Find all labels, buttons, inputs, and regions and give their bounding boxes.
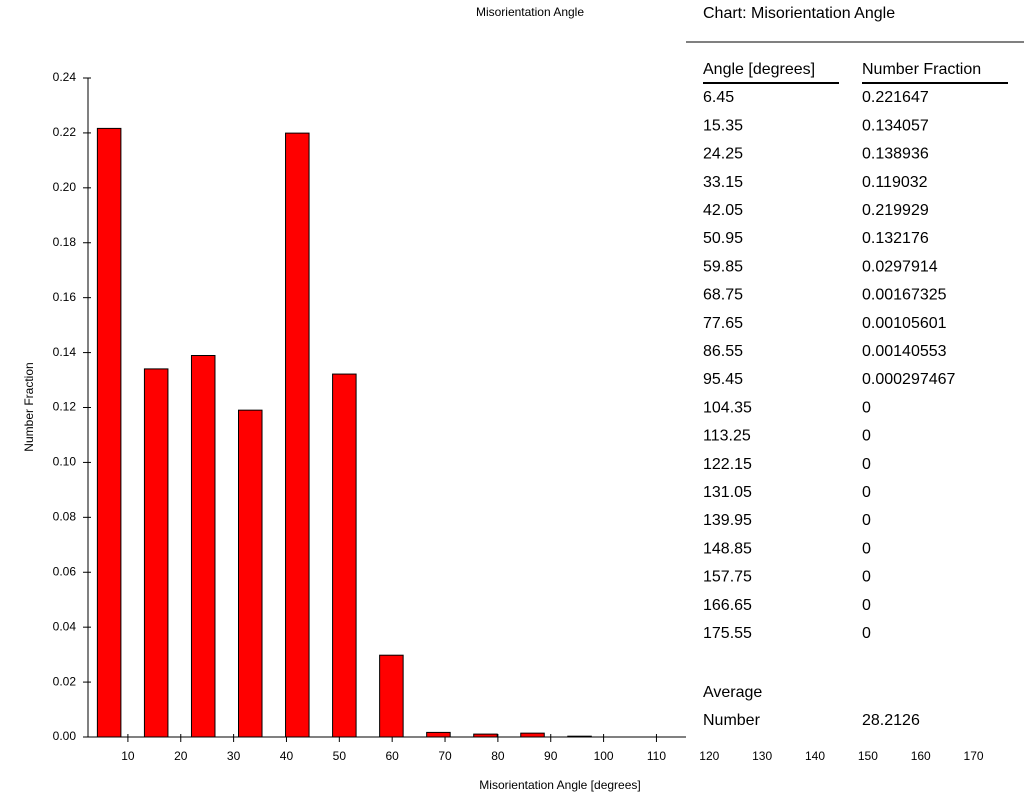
table-fraction: 0.219929: [862, 202, 929, 219]
x-tick-label: 120: [699, 749, 719, 763]
table-rows: 6.45 0.221647 15.35 0.134057 24.25 0.138936 33…: [703, 89, 956, 642]
table-angle: 77.65: [703, 315, 743, 332]
y-tick-label: 0.22: [53, 125, 77, 139]
y-tick-label: 0.06: [53, 564, 77, 578]
bar: [567, 735, 592, 738]
table-angle: 104.35: [703, 399, 752, 416]
table-fraction: 0.138936: [862, 146, 929, 163]
panel-title: Chart: Misorientation Angle: [703, 5, 895, 22]
table-fraction: 0.0297914: [862, 258, 938, 275]
column-header: Angle [degrees]: [703, 61, 815, 78]
x-tick-label: 110: [647, 749, 666, 763]
y-tick-label: 0.12: [53, 400, 77, 414]
table-angle: 131.05: [703, 484, 752, 501]
table-angle: 42.05: [703, 202, 743, 219]
table-angle: 6.45: [703, 89, 734, 106]
x-tick-label: 50: [333, 749, 347, 763]
table-fraction: 0.132176: [862, 230, 929, 247]
y-tick-label: 0.02: [53, 674, 77, 688]
table-fraction: 0.00167325: [862, 287, 947, 304]
table-fraction: 0: [862, 597, 871, 614]
column-header: Number Fraction: [862, 61, 981, 78]
table-fraction: 0: [862, 512, 871, 529]
x-tick-label: 140: [805, 749, 825, 763]
y-tick-label: 0.24: [53, 70, 77, 84]
table-angle: 24.25: [703, 146, 743, 163]
y-tick-label: 0.16: [53, 290, 77, 304]
table-angle: 68.75: [703, 287, 743, 304]
y-tick-label: 0.00: [53, 729, 77, 743]
bar: [190, 355, 216, 738]
bar: [426, 731, 451, 738]
x-tick-label: 40: [280, 749, 294, 763]
bar: [285, 132, 310, 738]
y-tick-label: 0.14: [53, 345, 77, 359]
x-tick-label: 170: [964, 749, 984, 763]
bar: [238, 409, 263, 738]
average-row-label: Number: [703, 712, 761, 729]
table-fraction: 0: [862, 399, 871, 416]
table-angle: 148.85: [703, 540, 752, 557]
table-fraction: 0: [862, 456, 871, 473]
table-fraction: 0: [862, 625, 871, 642]
bar: [96, 127, 122, 738]
bar: [143, 368, 169, 738]
table-fraction: 0: [862, 484, 871, 501]
bar: [473, 733, 498, 738]
x-tick-label: 160: [911, 749, 931, 763]
table-fraction: 0.119032: [862, 174, 928, 191]
table-fraction: 0: [862, 428, 871, 445]
y-tick-label: 0.04: [53, 619, 77, 633]
table-fraction: 0.221647: [862, 89, 929, 106]
table-angle: 113.25: [703, 428, 751, 445]
table-angle: 122.15: [703, 456, 752, 473]
x-tick-label: 10: [121, 749, 135, 763]
x-tick-label: 30: [227, 749, 241, 763]
table-angle: 50.95: [703, 230, 743, 247]
x-tick-label: 90: [544, 749, 558, 763]
x-tick-label: 80: [491, 749, 505, 763]
y-axis-label: Number Fraction: [22, 362, 36, 451]
table-angle: 166.65: [703, 597, 752, 614]
x-tick-label: 20: [174, 749, 188, 763]
bar: [379, 654, 404, 738]
bar: [332, 373, 357, 738]
y-tick-label: 0.18: [53, 235, 77, 249]
table-fraction: 0: [862, 540, 871, 557]
table-angle: 33.15: [703, 174, 743, 191]
table-fraction: 0.00105601: [862, 315, 947, 332]
x-tick-label: 70: [438, 749, 452, 763]
x-tick-label: 130: [752, 749, 772, 763]
table-angle: 175.55: [703, 625, 752, 642]
average-label: Average: [703, 684, 762, 701]
table-angle: 15.35: [703, 117, 743, 134]
y-tick-label: 0.10: [53, 455, 77, 469]
plot: 0.00 0.02 0.04 0.06 0.08 0.10 0.12 0.14 0.16 0.18…: [53, 70, 1000, 743]
table-angle: 86.55: [703, 343, 743, 360]
table-fraction: 0.00140553: [862, 343, 947, 360]
table-angle: 95.45: [703, 371, 743, 388]
y-tick-label: 0.08: [53, 510, 77, 524]
table-angle: 157.75: [703, 569, 752, 586]
average-value: 28.2126: [862, 712, 920, 729]
x-tick-label: 150: [858, 749, 878, 763]
bar: [520, 732, 545, 738]
chart-title: Misorientation Angle: [476, 5, 584, 19]
y-tick-label: 0.20: [53, 180, 77, 194]
x-tick-label: 60: [385, 749, 399, 763]
panel-background: [686, 0, 1024, 745]
table-angle: 59.85: [703, 258, 743, 275]
x-axis-label: Misorientation Angle [degrees]: [479, 778, 640, 792]
table-angle: 139.95: [703, 512, 752, 529]
table-fraction: 0.000297467: [862, 371, 956, 388]
x-tick-label: 100: [594, 749, 614, 763]
table-fraction: 0.134057: [862, 117, 929, 134]
table-fraction: 0: [862, 569, 871, 586]
